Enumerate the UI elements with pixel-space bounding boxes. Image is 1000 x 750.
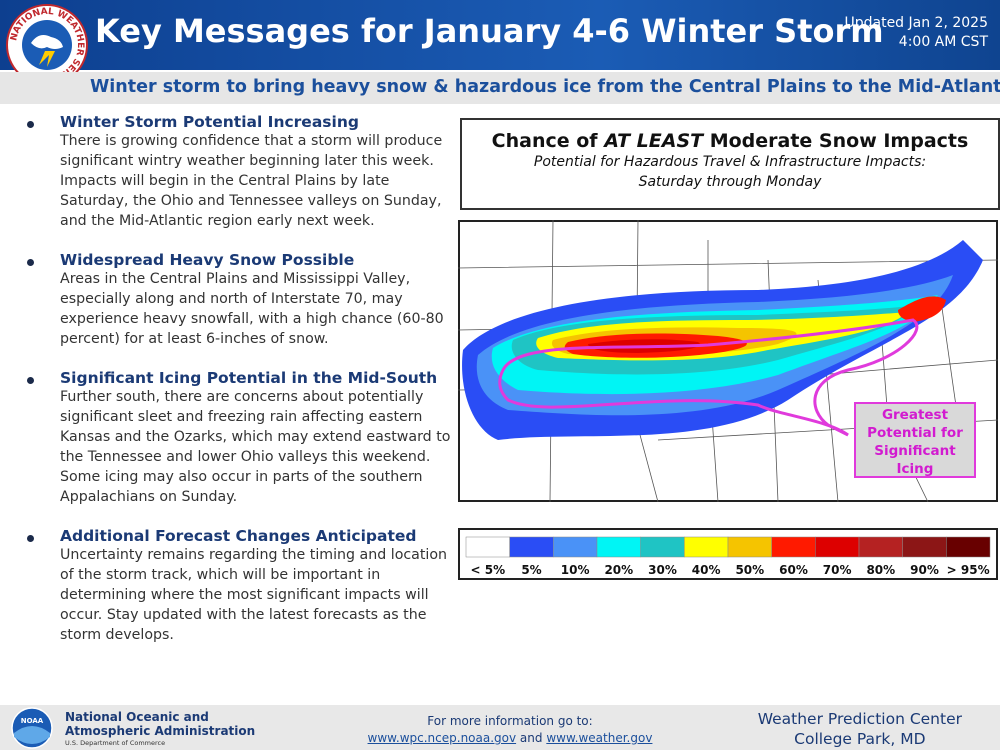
legend-swatch	[553, 536, 598, 558]
center: Weather Prediction Center College Park, …	[758, 709, 962, 749]
legend-swatch	[946, 536, 991, 558]
map-subtitle: Potential for Hazardous Travel & Infrast…	[533, 154, 927, 170]
legend-label: > 95%	[947, 563, 990, 577]
title: Key Messages for January 4-6 Winter Stor…	[95, 12, 884, 50]
noaa-name-line: Atmospheric Administration	[65, 724, 256, 738]
nws-logo: NATIONAL WEATHER SERVICE	[6, 4, 88, 86]
map-title-box: Chance of AT LEAST Moderate Snow Impacts…	[460, 118, 1000, 210]
annotation-line: Icing	[896, 461, 934, 477]
legend-label: 5%	[521, 563, 541, 577]
subtitle: Winter storm to bring heavy snow & hazar…	[90, 77, 1000, 97]
message-heading: Widespread Heavy Snow Possible	[60, 251, 355, 269]
legend-swatch	[596, 536, 641, 558]
legend-swatch	[727, 536, 772, 558]
noaa-name-line: National Oceanic and	[65, 710, 209, 724]
annotation-line: Potential for	[867, 425, 963, 441]
message-heading: Additional Forecast Changes Anticipated	[60, 527, 417, 545]
header-bar	[0, 0, 1000, 70]
commerce: U.S. Department of Commerce	[65, 739, 166, 747]
map-subtitle: Saturday through Monday	[638, 174, 822, 190]
map-title-part: Chance of	[491, 130, 605, 152]
annotation-line: Greatest	[881, 407, 949, 423]
updated: Updated Jan 2, 2025 4:00 AM CST	[844, 14, 988, 52]
legend-swatch	[771, 536, 816, 558]
legend-label: < 5%	[471, 563, 506, 577]
icing-annotation: Greatest Potential for Significant Icing	[854, 402, 976, 478]
legend-swatch	[858, 536, 903, 558]
link[interactable]: www.weather.gov	[546, 731, 653, 745]
footer-bar	[0, 705, 1000, 750]
map-title: Chance of AT LEAST Moderate Snow Impacts	[462, 130, 998, 152]
legend-label: 80%	[866, 563, 895, 577]
center-name: Weather Prediction Center	[757, 710, 962, 728]
link[interactable]: www.wpc.ncep.noaa.gov	[367, 731, 517, 745]
center-location: College Park, MD	[794, 730, 926, 748]
map-title-emphasis: AT LEAST	[604, 130, 704, 152]
message: Widespread Heavy Snow Possible Areas in t…	[25, 251, 455, 349]
legend-swatch	[902, 536, 947, 558]
legend-swatch	[684, 536, 729, 558]
info: For more information go to: www.wpc.ncep…	[350, 713, 670, 747]
legend-label: 40%	[692, 563, 721, 577]
message-text: There is growing confidence that a storm…	[60, 133, 443, 229]
legend-label: 60%	[779, 563, 808, 577]
legend-label: 70%	[823, 563, 852, 577]
message-text: Areas in the Central Plains and Mississi…	[60, 271, 444, 347]
snow-map	[458, 220, 998, 502]
noaa-logo: NOAA	[11, 707, 53, 749]
noaa-logo-text: NOAA	[21, 717, 44, 725]
legend-swatch	[509, 536, 554, 558]
info-links: www.wpc.ncep.noaa.gov and www.weather.go…	[350, 730, 670, 747]
legend-swatch	[640, 536, 685, 558]
legend-swatch	[815, 536, 860, 558]
legend-label: 90%	[910, 563, 939, 577]
message-text: Further south, there are concerns about …	[60, 389, 451, 505]
updated-date: Updated Jan 2, 2025	[844, 15, 988, 31]
subtitle-bar	[0, 72, 1000, 104]
noaa-name: National Oceanic and Atmospheric Adminis…	[65, 710, 255, 738]
legend: < 5% 5% 10% 20% 30% 40% 50% 60% 70% 80% 90% > 95%	[458, 528, 998, 580]
message: Significant Icing Potential in the Mid-S…	[25, 369, 455, 507]
and: and	[519, 731, 543, 745]
legend-label: 20%	[604, 563, 633, 577]
message: Additional Forecast Changes Anticipated U…	[25, 527, 455, 645]
legend-label: 10%	[561, 563, 590, 577]
legend-label: 50%	[735, 563, 764, 577]
map-title-part: Moderate Snow Impacts	[703, 130, 969, 152]
updated-time: 4:00 AM CST	[898, 34, 988, 50]
legend-swatch	[465, 536, 510, 558]
key-messages: Winter Storm Potential Increasing There i…	[25, 113, 455, 665]
annotation-line: Significant	[874, 443, 956, 459]
message-heading: Winter Storm Potential Increasing	[60, 113, 359, 131]
info-label: For more information go to:	[427, 714, 593, 728]
message: Winter Storm Potential Increasing There i…	[25, 113, 455, 231]
message-text: Uncertainty remains regarding the timing…	[60, 547, 448, 643]
legend-label: 30%	[648, 563, 677, 577]
message-heading: Significant Icing Potential in the Mid-S…	[60, 369, 438, 387]
